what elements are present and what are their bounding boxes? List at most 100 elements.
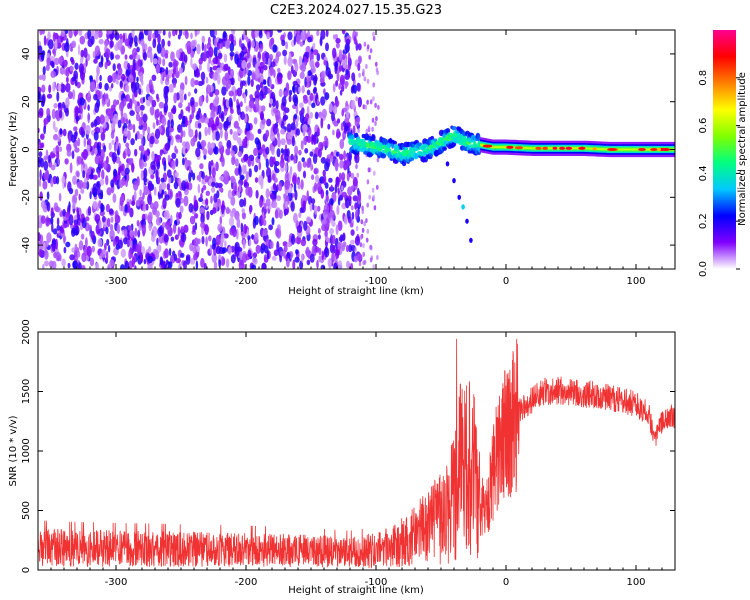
colorbar-label: Normalized spectral amplitude xyxy=(737,72,748,226)
heatmap-cell xyxy=(64,41,70,53)
heatmap-cell xyxy=(252,252,258,258)
heatmap-cell xyxy=(63,246,67,254)
heatmap-cell xyxy=(170,107,176,114)
heatmap-cell xyxy=(293,96,299,107)
heatmap-cell xyxy=(271,61,276,68)
snr-background xyxy=(38,332,675,570)
heatmap-cell xyxy=(147,211,153,222)
heatmap-cell xyxy=(59,128,63,135)
heatmap-cell xyxy=(311,102,316,109)
heatmap-cell xyxy=(88,90,91,98)
heatmap-cell xyxy=(275,228,280,237)
heatmap-cell xyxy=(339,153,344,161)
heatmap-cell xyxy=(277,76,283,85)
heatmap-cell xyxy=(239,174,245,181)
heatmap-cell xyxy=(224,72,230,82)
heatmap-cell xyxy=(209,30,215,38)
heatmap-cell xyxy=(83,47,88,59)
heatmap-cell xyxy=(38,232,41,242)
heatmap-cell xyxy=(155,210,160,218)
heatmap-cell xyxy=(298,55,303,66)
heatmap-cell xyxy=(359,242,363,248)
heatmap-cell xyxy=(306,190,309,202)
heatmap-cell xyxy=(193,237,199,247)
heatmap-cell xyxy=(295,128,301,136)
heatmap-cell xyxy=(151,99,157,108)
heatmap-cell xyxy=(240,43,245,51)
heatmap-cell xyxy=(180,252,185,258)
heatmap-cell xyxy=(311,198,316,205)
heatmap-cell xyxy=(380,153,387,159)
heatmap-cell xyxy=(119,33,123,40)
heatmap-cell xyxy=(327,258,332,268)
heatmap-cell xyxy=(190,137,196,147)
heatmap-cell xyxy=(228,246,232,255)
heatmap-cell xyxy=(245,105,248,113)
heatmap-cell xyxy=(100,131,106,141)
heatmap-cell xyxy=(89,81,96,92)
heatmap-cell xyxy=(297,183,301,190)
heatmap-cell xyxy=(178,211,182,220)
x-tick-label: 0 xyxy=(503,276,509,287)
heatmap-cell xyxy=(320,117,324,129)
heatmap-cell xyxy=(281,96,287,107)
heatmap-cell xyxy=(77,262,82,269)
heatmap-cell xyxy=(368,194,372,200)
heatmap-cell xyxy=(190,50,195,59)
heatmap-cell xyxy=(346,260,350,269)
heatmap-cell xyxy=(254,164,259,173)
heatmap-cell xyxy=(294,256,300,263)
heatmap-cell xyxy=(340,185,344,192)
heatmap-cell xyxy=(279,159,285,169)
heatmap-cell xyxy=(39,191,43,201)
heatmap-cell xyxy=(112,238,116,247)
heatmap-cell xyxy=(73,126,78,132)
heatmap-cell xyxy=(198,174,202,183)
heatmap-cell xyxy=(314,182,318,192)
heatmap-cell xyxy=(163,211,168,218)
heatmap-cell xyxy=(93,58,98,64)
heatmap-cell xyxy=(265,129,270,138)
heatmap-cell xyxy=(212,65,218,71)
heatmap-cell xyxy=(190,57,193,68)
heatmap-cell xyxy=(38,240,44,252)
heatmap-cell xyxy=(323,174,327,186)
heatmap-cell xyxy=(60,83,66,93)
heatmap-cell xyxy=(255,244,261,254)
heatmap-cell xyxy=(72,175,77,185)
heatmap-cell xyxy=(187,91,191,97)
heatmap-cell xyxy=(291,135,295,147)
heatmap-cell xyxy=(339,89,343,96)
heatmap-cell xyxy=(211,167,216,179)
heatmap-cell xyxy=(362,68,365,74)
heatmap-cell xyxy=(52,48,55,55)
heatmap-cell xyxy=(272,44,278,53)
heatmap-cell xyxy=(319,78,325,84)
heatmap-cell xyxy=(260,243,266,251)
heatmap-cell xyxy=(200,139,207,148)
heatmap-cell xyxy=(68,30,73,39)
heatmap-cell xyxy=(325,237,330,243)
heatmap-cell xyxy=(58,146,63,152)
heatmap-cell xyxy=(341,109,345,117)
heatmap-cell xyxy=(366,228,370,234)
heatmap-cell xyxy=(142,51,148,61)
heatmap-cell xyxy=(180,82,185,92)
spectrogram-y-axis-label: Frequency (Hz) xyxy=(8,111,19,187)
heatmap-tail-cell xyxy=(452,178,456,184)
heatmap-cell xyxy=(164,142,170,151)
heatmap-cell xyxy=(552,146,558,150)
heatmap-cell xyxy=(306,89,311,96)
heatmap-cell xyxy=(316,181,322,192)
heatmap-cell xyxy=(168,83,174,93)
heatmap-cell xyxy=(243,224,248,235)
heatmap-cell xyxy=(313,167,319,175)
heatmap-cell xyxy=(142,113,148,123)
heatmap-cell xyxy=(285,200,288,209)
heatmap-cell xyxy=(313,49,319,56)
heatmap-cell xyxy=(358,102,361,108)
heatmap-cell xyxy=(245,171,249,182)
heatmap-cell xyxy=(73,218,79,226)
heatmap-cell xyxy=(365,218,368,224)
heatmap-cell xyxy=(69,65,74,72)
